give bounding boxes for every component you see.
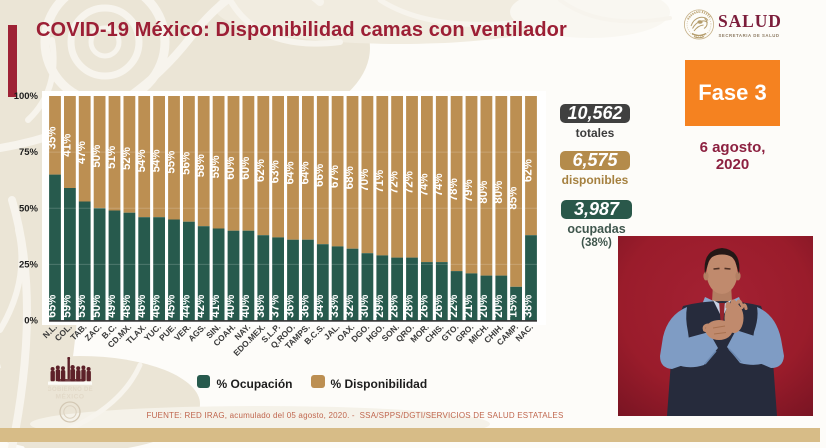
svg-text:20%: 20% (478, 295, 490, 318)
svg-text:MÉXICO: MÉXICO (55, 392, 84, 401)
svg-text:NAC.: NAC. (513, 322, 535, 344)
svg-text:49%: 49% (106, 295, 118, 318)
svg-text:28%: 28% (404, 295, 416, 318)
svg-text:60%: 60% (240, 157, 252, 180)
svg-text:72%: 72% (404, 171, 416, 194)
svg-text:50%: 50% (91, 145, 103, 168)
svg-text:64%: 64% (285, 161, 297, 184)
svg-text:78%: 78% (448, 178, 460, 201)
svg-text:54%: 54% (151, 149, 163, 172)
svg-text:30%: 30% (359, 295, 371, 318)
svg-text:0%: 0% (24, 316, 38, 327)
svg-text:68%: 68% (344, 166, 356, 189)
svg-text:55%: 55% (166, 151, 178, 174)
svg-text:60%: 60% (225, 157, 237, 180)
svg-text:38%: 38% (255, 295, 267, 318)
svg-text:47%: 47% (76, 141, 88, 164)
svg-text:22%: 22% (448, 295, 460, 318)
svg-text:80%: 80% (478, 181, 490, 204)
svg-text:80%: 80% (493, 181, 505, 204)
svg-text:46%: 46% (151, 295, 163, 318)
svg-text:52%: 52% (121, 147, 133, 170)
svg-text:41%: 41% (61, 134, 73, 157)
svg-text:50%: 50% (91, 295, 103, 318)
svg-text:GOBIERNO DE: GOBIERNO DE (48, 387, 93, 393)
svg-text:42%: 42% (195, 295, 207, 318)
svg-text:75%: 75% (19, 147, 39, 158)
svg-text:41%: 41% (210, 295, 222, 318)
svg-text:62%: 62% (523, 159, 535, 182)
svg-text:36%: 36% (285, 295, 297, 318)
svg-text:33%: 33% (329, 295, 341, 318)
svg-text:58%: 58% (195, 154, 207, 177)
svg-text:45%: 45% (166, 295, 178, 318)
svg-text:20%: 20% (493, 295, 505, 318)
svg-text:25%: 25% (19, 259, 39, 270)
svg-text:100%: 100% (14, 91, 39, 102)
svg-text:59%: 59% (210, 155, 222, 178)
svg-text:SECRETARIA DE SALUD: SECRETARIA DE SALUD (719, 33, 780, 38)
svg-text:54%: 54% (136, 149, 148, 172)
svg-text:62%: 62% (255, 159, 267, 182)
svg-text:36%: 36% (299, 295, 311, 318)
svg-text:46%: 46% (136, 295, 148, 318)
svg-text:15%: 15% (508, 295, 520, 318)
svg-text:71%: 71% (374, 170, 386, 193)
svg-text:40%: 40% (225, 295, 237, 318)
svg-text:66%: 66% (314, 164, 326, 187)
svg-text:26%: 26% (418, 295, 430, 318)
svg-text:74%: 74% (418, 173, 430, 196)
svg-text:56%: 56% (180, 152, 192, 175)
svg-text:67%: 67% (329, 165, 341, 188)
svg-text:37%: 37% (270, 295, 282, 318)
svg-text:79%: 79% (463, 179, 475, 202)
svg-text:38%: 38% (523, 295, 535, 318)
svg-text:21%: 21% (463, 295, 475, 318)
svg-text:28%: 28% (389, 295, 401, 318)
svg-text:32%: 32% (344, 295, 356, 318)
svg-text:63%: 63% (270, 160, 282, 183)
svg-text:40%: 40% (240, 295, 252, 318)
svg-text:29%: 29% (374, 295, 386, 318)
svg-text:53%: 53% (76, 295, 88, 318)
svg-text:64%: 64% (299, 161, 311, 184)
svg-text:34%: 34% (314, 295, 326, 318)
svg-text:51%: 51% (106, 146, 118, 169)
svg-text:70%: 70% (359, 169, 371, 192)
svg-text:48%: 48% (121, 295, 133, 318)
svg-text:85%: 85% (508, 187, 520, 210)
svg-text:44%: 44% (180, 295, 192, 318)
svg-text:50%: 50% (19, 203, 39, 214)
svg-text:72%: 72% (389, 171, 401, 194)
svg-text:26%: 26% (433, 295, 445, 318)
svg-text:SALUD: SALUD (718, 11, 782, 31)
svg-text:74%: 74% (433, 173, 445, 196)
svg-text:35%: 35% (47, 126, 59, 149)
svg-text:59%: 59% (61, 295, 73, 318)
svg-text:65%: 65% (47, 295, 59, 318)
